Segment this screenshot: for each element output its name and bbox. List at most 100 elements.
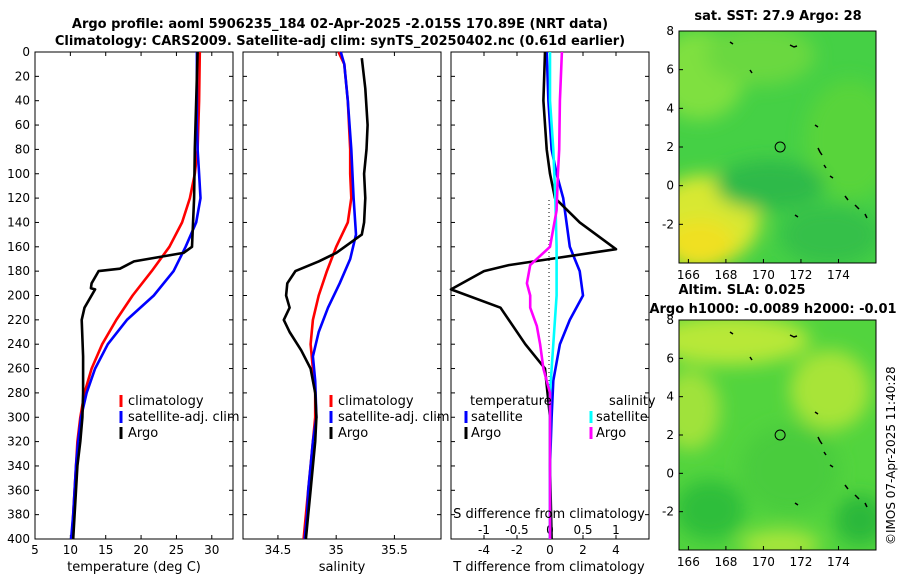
depth-tick-label: 0 — [22, 45, 30, 59]
legend-label-argo: Argo — [128, 426, 158, 441]
series-argo-s — [525, 51, 564, 539]
sla-map-ticks: 166 168 170 172 174 -2 0 2 4 6 8 — [662, 313, 850, 569]
depth-tick-label: 160 — [7, 240, 30, 254]
sst-hottest-sw — [679, 220, 735, 263]
map-x-tick-label: 166 — [677, 268, 700, 282]
map-y-tick-label: 2 — [666, 428, 674, 442]
sla-low-se — [835, 495, 876, 545]
sla-high-w — [679, 370, 720, 450]
depth-tick-label: 240 — [7, 337, 30, 351]
map-y-tick-label: -2 — [662, 217, 674, 231]
depth-tick-label: 60 — [15, 118, 30, 132]
legend-label-climatology: climatology — [338, 394, 414, 409]
x-tick-label: -4 — [478, 543, 490, 557]
legend-label-climatology: climatology — [128, 394, 204, 409]
temperature-panel: 5 10 15 20 25 30 temperature (deg C) climatol… — [31, 51, 240, 575]
temperature-ticks: 5 10 15 20 25 30 — [31, 51, 233, 557]
sst-map-title: sat. SST: 27.9 Argo: 28 — [694, 9, 861, 24]
legend-label-satellite-t: satellite — [471, 410, 523, 425]
sst-warm-n — [705, 31, 815, 85]
depth-tick-label: 300 — [7, 410, 30, 424]
difference-legend: temperature salinity satellite Argo sate… — [464, 394, 656, 441]
salinity-panel: 34.5 35 35.5 salinity climatology satellit… — [242, 51, 450, 575]
x-tick-label: 0 — [546, 543, 554, 557]
sla-high-ne — [790, 350, 870, 430]
map-y-tick-label: 0 — [666, 466, 674, 480]
t-difference-xlabel: T difference from climatology — [452, 560, 645, 575]
x-tick-label: -2 — [511, 543, 523, 557]
series-argo — [71, 51, 199, 540]
map-x-tick-label: 170 — [752, 268, 775, 282]
sla-mid — [740, 425, 840, 515]
salinity-xlabel: salinity — [319, 560, 366, 575]
sst-map-ticks: 166 168 170 172 174 -2 0 2 4 6 8 — [662, 24, 850, 282]
sst-field — [679, 31, 876, 263]
legend-label-argo-s: Argo — [596, 426, 626, 441]
x-tick-label: 30 — [204, 543, 219, 557]
depth-tick-label: 340 — [7, 459, 30, 473]
depth-tick-label: 200 — [7, 289, 30, 303]
temperature-lines — [69, 51, 202, 540]
depth-tick-label: 100 — [7, 167, 30, 181]
depth-tick-label: 40 — [15, 94, 30, 108]
map-x-tick-label: 174 — [827, 268, 850, 282]
series-satellite-adj-clim — [303, 51, 358, 540]
sla-map-subtitle: Argo h1000: -0.0089 h2000: -0.01 — [649, 302, 896, 317]
map-x-tick-label: 168 — [714, 268, 737, 282]
s-tick-label: 1 — [612, 523, 620, 537]
s-tick-label: 0.5 — [573, 523, 592, 537]
sst-islands — [729, 41, 868, 219]
depth-tick-label: 20 — [15, 69, 30, 83]
depth-tick-label: 280 — [7, 386, 30, 400]
x-tick-label: 34.5 — [265, 543, 292, 557]
sla-map: Altim. SLA: 0.025 Argo h1000: -0.0089 h2… — [649, 283, 896, 569]
salinity-lines — [282, 51, 369, 540]
copyright-stamp: ©IMOS 07-Apr-2025 11:40:28 — [884, 366, 898, 545]
difference-lines — [449, 51, 618, 540]
x-tick-label: 35.5 — [381, 543, 408, 557]
depth-tick-label: 80 — [15, 142, 30, 156]
sla-map-title: Altim. SLA: 0.025 — [679, 283, 806, 298]
legend-label-satellite: satellite-adj. clim — [338, 410, 450, 425]
depth-tick-label: 140 — [7, 215, 30, 229]
depth-tick-label: 360 — [7, 483, 30, 497]
map-x-tick-label: 172 — [789, 555, 812, 569]
legend-label-satellite-s: satellite — [596, 410, 648, 425]
x-tick-label: 4 — [612, 543, 620, 557]
x-tick-label: 5 — [31, 543, 39, 557]
s-tick-label: -1 — [478, 523, 490, 537]
s-tick-label: -0.5 — [505, 523, 528, 537]
sst-warm-e — [805, 80, 876, 200]
map-x-tick-label: 174 — [827, 555, 850, 569]
temperature-xlabel: temperature (deg C) — [67, 560, 201, 575]
sla-argo-marker — [774, 429, 786, 441]
map-y-tick-label: 6 — [666, 351, 674, 365]
map-y-tick-label: 6 — [666, 63, 674, 77]
map-y-tick-label: 4 — [666, 390, 674, 404]
sla-field — [679, 320, 876, 550]
legend-label-argo-t: Argo — [471, 426, 501, 441]
sst-cool-se — [780, 205, 876, 263]
sla-low-sw — [679, 480, 745, 540]
depth-tick-label: 260 — [7, 362, 30, 376]
sst-map: sat. SST: 27.9 Argo: 28 166 168 170 172 174 -… — [662, 9, 877, 282]
s-difference-xlabel: S difference from climatology — [453, 507, 645, 522]
x-tick-label: 15 — [98, 543, 113, 557]
depth-tick-label: 320 — [7, 435, 30, 449]
x-tick-label: 35 — [329, 543, 344, 557]
map-y-tick-label: 4 — [666, 101, 674, 115]
depth-tick-label: 400 — [7, 532, 30, 546]
map-y-tick-label: 2 — [666, 140, 674, 154]
series-satellite-adj-clim — [69, 52, 202, 540]
legend-label-satellite: satellite-adj. clim — [128, 410, 240, 425]
map-x-tick-label: 168 — [714, 555, 737, 569]
legend-header-temperature: temperature — [470, 394, 552, 409]
depth-axis-labels: 0 20 40 60 80 100 120 140 160 180 200 220 240 260 280 3… — [7, 45, 30, 546]
x-tick-label: 2 — [579, 543, 587, 557]
temperature-legend: climatology satellite-adj. clim Argo — [119, 394, 240, 441]
x-tick-label: 10 — [63, 543, 78, 557]
legend-header-salinity: salinity — [609, 394, 656, 409]
map-x-tick-label: 166 — [677, 555, 700, 569]
salinity-ticks: 34.5 35 35.5 — [243, 51, 441, 557]
sla-islands — [729, 331, 868, 508]
